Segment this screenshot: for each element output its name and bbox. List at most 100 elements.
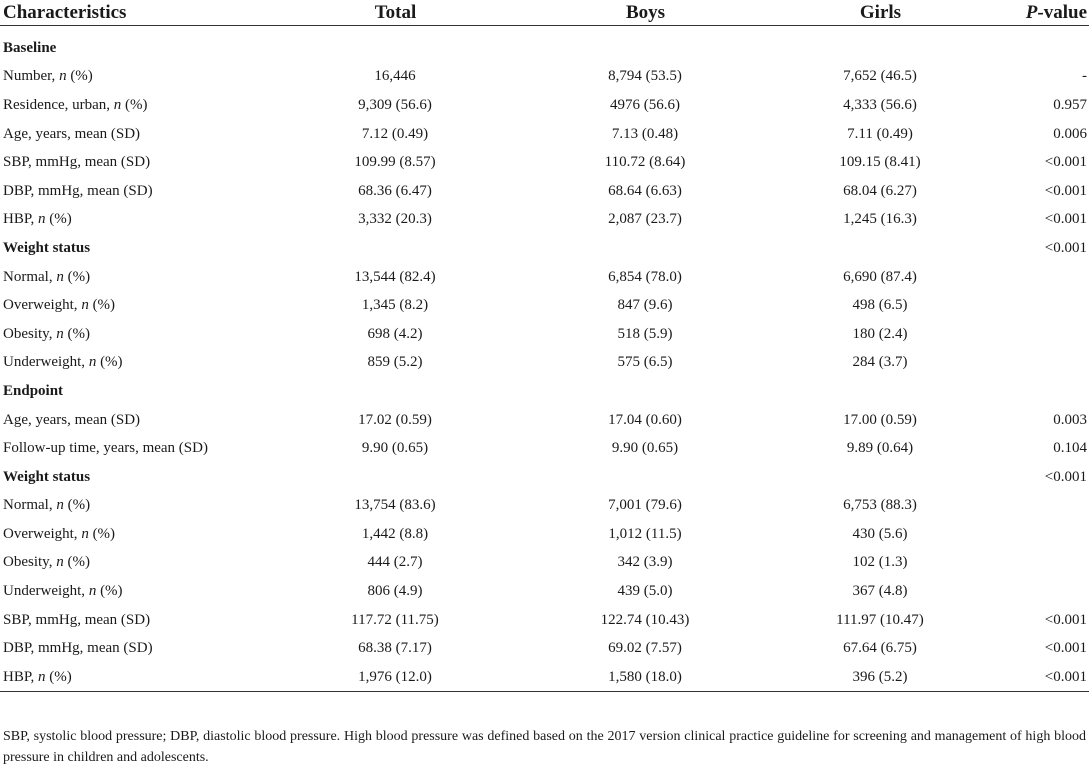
row-label: Age, years, mean (SD) bbox=[3, 125, 141, 142]
table-row: Obesity, n (%) 698 (4.2) 518 (5.9) 180 (2.4… bbox=[0, 319, 1089, 348]
cell-boys: 518 (5.9) bbox=[617, 325, 673, 342]
cell-girls: 1,245 (16.3) bbox=[843, 211, 917, 228]
cell-boys bbox=[520, 34, 770, 63]
cell-girls bbox=[770, 34, 990, 63]
cell-boys: 110.72 (8.64) bbox=[604, 154, 686, 171]
cell-boys: 2,087 (23.7) bbox=[608, 211, 682, 228]
cell-girls: 68.04 (6.27) bbox=[843, 182, 917, 199]
row-label: Weight status bbox=[3, 239, 91, 256]
cell-girls: 396 (5.2) bbox=[770, 662, 990, 692]
section-row: Endpoint bbox=[0, 377, 1089, 406]
cell-p-value: <0.001 bbox=[1044, 468, 1087, 485]
section-row: Weight status <0.001 bbox=[0, 462, 1089, 491]
cell-boys: 7.13 (0.48) bbox=[611, 125, 679, 142]
cell-boys: 342 (3.9) bbox=[617, 554, 673, 571]
cell-p-value: <0.001 bbox=[990, 662, 1089, 692]
cell-total: 68.38 (7.17) bbox=[358, 640, 432, 657]
cell-p-value bbox=[990, 377, 1089, 406]
cell-girls: 7.11 (0.49) bbox=[847, 125, 913, 142]
cell-total: 17.02 (0.59) bbox=[358, 411, 432, 428]
cell-p-value bbox=[990, 520, 1089, 549]
cell-p-value: 0.104 bbox=[1053, 440, 1087, 457]
cell-p-value bbox=[990, 34, 1089, 63]
row-label: Obesity, n (%) bbox=[3, 554, 90, 571]
cell-girls: 180 (2.4) bbox=[852, 325, 908, 342]
table-row: SBP, mmHg, mean (SD) 117.72 (11.75) 122.74… bbox=[0, 605, 1089, 634]
cell-girls: 6,690 (87.4) bbox=[843, 268, 917, 285]
cell-total: 16,446 bbox=[374, 68, 416, 85]
cell-boys: 17.04 (0.60) bbox=[608, 411, 682, 428]
cell-p-value: <0.001 bbox=[1044, 182, 1087, 199]
cell-p-value: 0.003 bbox=[1053, 411, 1087, 428]
row-label: Age, years, mean (SD) bbox=[3, 411, 141, 428]
table-row: Normal, n (%) 13,544 (82.4) 6,854 (78.0) 6,… bbox=[0, 262, 1089, 291]
header-row: Characteristics Total Boys Girls P-value bbox=[0, 0, 1089, 26]
cell-girls: 4,333 (56.6) bbox=[843, 96, 917, 113]
cell-girls: 109.15 (8.41) bbox=[839, 154, 921, 171]
cell-p-value bbox=[990, 262, 1089, 291]
cell-girls: 430 (5.6) bbox=[852, 525, 908, 542]
table-row: Normal, n (%) 13,754 (83.6) 7,001 (79.6) 6,… bbox=[0, 491, 1089, 520]
row-label: DBP, mmHg, mean (SD) bbox=[3, 182, 153, 199]
header-spacer bbox=[0, 26, 1089, 34]
cell-total: 698 (4.2) bbox=[367, 325, 423, 342]
table-body: Baseline Number, n (%) 16,446 8,794 (53.5) 7… bbox=[0, 26, 1089, 692]
cell-girls bbox=[770, 462, 990, 491]
table-row: DBP, mmHg, mean (SD) 68.36 (6.47) 68.64 (6… bbox=[0, 176, 1089, 205]
header-p-value: P-value bbox=[990, 0, 1089, 26]
cell-p-value bbox=[990, 319, 1089, 348]
cell-total: 7.12 (0.49) bbox=[361, 125, 429, 142]
header-total: Total bbox=[270, 0, 520, 26]
cell-girls: 284 (3.7) bbox=[852, 354, 908, 371]
row-label: Follow-up time, years, mean (SD) bbox=[3, 440, 208, 457]
cell-girls: 7,652 (46.5) bbox=[843, 68, 917, 85]
cell-total: 109.99 (8.57) bbox=[354, 154, 436, 171]
table-row: Underweight, n (%) 806 (4.9) 439 (5.0) 367 … bbox=[0, 577, 1089, 606]
section-row: Weight status <0.001 bbox=[0, 234, 1089, 263]
cell-girls: 9.89 (0.64) bbox=[846, 440, 914, 457]
row-label: Obesity, n (%) bbox=[3, 325, 90, 342]
cell-p-value bbox=[990, 548, 1089, 577]
cell-girls: 111.97 (10.47) bbox=[836, 611, 924, 628]
table-row: SBP, mmHg, mean (SD) 109.99 (8.57) 110.72 … bbox=[0, 148, 1089, 177]
cell-boys: 68.64 (6.63) bbox=[608, 182, 682, 199]
cell-total bbox=[270, 34, 520, 63]
row-label: Overweight, n (%) bbox=[3, 525, 116, 542]
table-row: Number, n (%) 16,446 8,794 (53.5) 7,652 (46… bbox=[0, 62, 1089, 91]
row-label: Number, n (%) bbox=[3, 68, 93, 85]
table-row: HBP, n (%) 3,332 (20.3) 2,087 (23.7) 1,245 … bbox=[0, 205, 1089, 234]
cell-total bbox=[270, 462, 520, 491]
cell-girls: 17.00 (0.59) bbox=[843, 411, 917, 428]
row-label: Endpoint bbox=[3, 382, 64, 399]
cell-girls: 367 (4.8) bbox=[852, 583, 908, 600]
cell-p-value: <0.001 bbox=[1044, 211, 1087, 228]
row-label: Baseline bbox=[3, 39, 57, 56]
table-row: HBP, n (%) 1,976 (12.0) 1,580 (18.0) 396 (5… bbox=[0, 662, 1089, 692]
cell-p-value bbox=[990, 348, 1089, 377]
cell-boys bbox=[520, 462, 770, 491]
cell-p-value bbox=[990, 577, 1089, 606]
cell-girls: 6,753 (88.3) bbox=[843, 497, 917, 514]
header-girls: Girls bbox=[770, 0, 990, 26]
table-row: Overweight, n (%) 1,345 (8.2) 847 (9.6) 498… bbox=[0, 291, 1089, 320]
cell-total bbox=[270, 377, 520, 406]
cell-girls bbox=[770, 377, 990, 406]
cell-total: 9.90 (0.65) bbox=[361, 440, 429, 457]
row-label: Underweight, n (%) bbox=[3, 354, 123, 371]
table-row: Overweight, n (%) 1,442 (8.8) 1,012 (11.5)… bbox=[0, 520, 1089, 549]
header-boys: Boys bbox=[520, 0, 770, 26]
cell-total: 3,332 (20.3) bbox=[358, 211, 432, 228]
table-row: Age, years, mean (SD) 17.02 (0.59) 17.04 (… bbox=[0, 405, 1089, 434]
cell-p-value: <0.001 bbox=[1044, 239, 1087, 256]
cell-p-value: - bbox=[1082, 68, 1087, 85]
table-row: Residence, urban, n (%) 9,309 (56.6) 4976 … bbox=[0, 91, 1089, 120]
cell-total: 68.36 (6.47) bbox=[358, 182, 432, 199]
cell-total bbox=[270, 234, 520, 263]
table-row: Follow-up time, years, mean (SD) 9.90 (0.… bbox=[0, 434, 1089, 463]
cell-total: 1,976 (12.0) bbox=[270, 662, 520, 692]
cell-girls: 67.64 (6.75) bbox=[843, 640, 917, 657]
row-label: Underweight, n (%) bbox=[3, 583, 123, 600]
table-footnote: SBP, systolic blood pressure; DBP, diast… bbox=[3, 729, 1086, 765]
cell-boys: 4976 (56.6) bbox=[610, 96, 680, 113]
